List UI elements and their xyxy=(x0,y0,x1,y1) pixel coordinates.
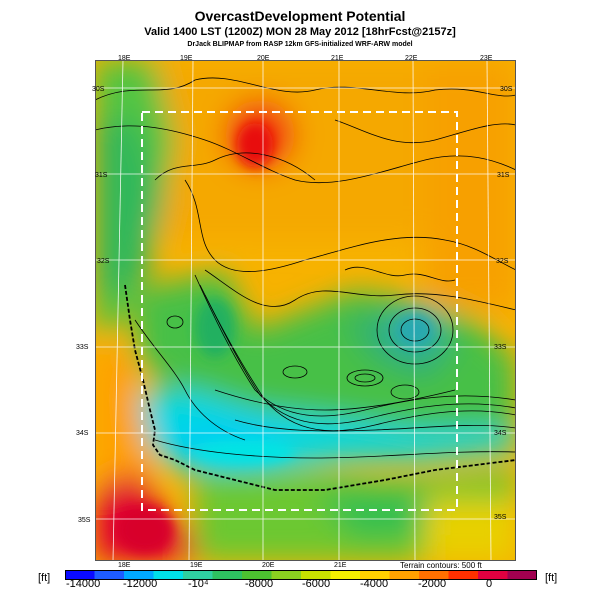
lat-label-right: 34S xyxy=(494,430,507,437)
lon-label-top: 20E xyxy=(257,55,270,62)
color-field xyxy=(95,60,516,561)
forecast-map xyxy=(95,60,516,561)
colorbar-swatch xyxy=(94,570,125,580)
colorbar-swatch xyxy=(478,570,508,580)
colorbar-tick-label: -8000 xyxy=(245,578,274,590)
colorbar-border xyxy=(65,570,537,580)
lon-label-top: 18E xyxy=(118,55,131,62)
lat-label-right: 32S xyxy=(496,258,509,265)
coastline xyxy=(124,284,516,491)
terrain-contour-note: Terrain contours: 500 ft xyxy=(400,561,482,570)
colorbar-swatch xyxy=(183,570,213,580)
colorbar-swatch xyxy=(360,570,390,580)
lat-label-right: 33S xyxy=(494,344,507,351)
colorbar-swatch xyxy=(124,570,154,580)
chart-subtitle: Valid 1400 LST (1200Z) MON 28 May 2012 [… xyxy=(144,26,456,38)
lat-label-left: 31S xyxy=(95,172,108,179)
colorbar-tick-label: -6000 xyxy=(302,578,331,590)
colorbar-tick-label: -14000 xyxy=(66,578,101,590)
lon-label-bottom: 19E xyxy=(190,562,203,569)
lon-label-top: 23E xyxy=(480,55,493,62)
unit-label-right: [ft] xyxy=(545,572,558,584)
map-frame xyxy=(95,60,516,561)
lon-label-bottom: 20E xyxy=(262,562,275,569)
colorbar-tick-label: -12000 xyxy=(123,578,158,590)
colorbar-swatch xyxy=(242,570,272,580)
colorbar-swatch xyxy=(448,570,479,580)
lat-label-left: 33S xyxy=(76,344,89,351)
lat-label-right: 30S xyxy=(500,86,513,93)
chart-title: OvercastDevelopment Potential xyxy=(194,8,406,24)
model-credit: DrJack BLIPMAP from RASP 12km GFS-initia… xyxy=(187,41,413,48)
colorbar-tick-label: 0 xyxy=(486,578,493,590)
lat-label-right: 35S xyxy=(494,514,507,521)
colorbar-swatch xyxy=(212,570,243,580)
lat-label-right: 31S xyxy=(497,172,510,179)
colorbar-tick-label: -10⁴ xyxy=(188,578,209,590)
colorbar-swatch xyxy=(271,570,302,580)
colorbar-swatch xyxy=(507,570,537,580)
lat-label-left: 35S xyxy=(78,517,91,524)
colorbar-swatch xyxy=(389,570,420,580)
color-scale-bar xyxy=(65,570,537,580)
lon-label-top: 21E xyxy=(331,55,344,62)
colorbar-swatch xyxy=(153,570,184,580)
unit-label-left: [ft] xyxy=(38,572,51,584)
lon-label-bottom: 21E xyxy=(334,562,347,569)
lat-label-left: 34S xyxy=(76,430,89,437)
colorbar-tick-label: -2000 xyxy=(418,578,447,590)
colorbar-swatch xyxy=(419,570,449,580)
lat-label-left: 32S xyxy=(97,258,110,265)
lat-lon-grid xyxy=(95,60,516,561)
inner-domain-box xyxy=(141,111,458,511)
lat-label-left: 30S xyxy=(92,86,105,93)
colorbar-swatch xyxy=(65,570,95,580)
terrain-contours xyxy=(95,77,516,459)
lon-label-top: 22E xyxy=(405,55,418,62)
lon-label-top: 19E xyxy=(180,55,193,62)
lon-label-bottom: 18E xyxy=(118,562,131,569)
colorbar-swatch xyxy=(330,570,361,580)
colorbar-swatch xyxy=(301,570,331,580)
colorbar-tick-label: -4000 xyxy=(360,578,389,590)
